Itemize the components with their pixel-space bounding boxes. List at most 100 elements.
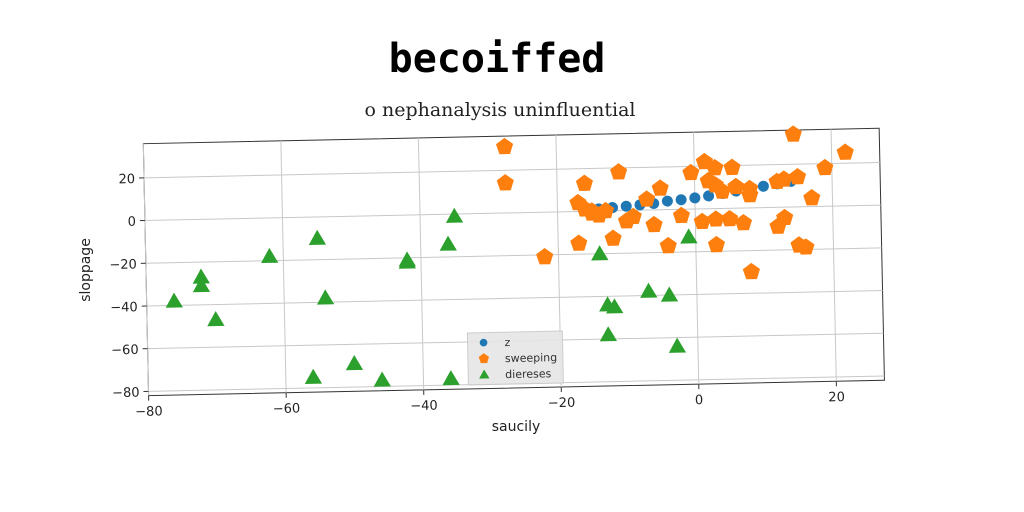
sweeping-point bbox=[496, 137, 514, 155]
x-grid-line bbox=[142, 143, 150, 396]
sweeping-point bbox=[672, 206, 690, 224]
chart-subtitle: o nephanalysis uninfluential bbox=[365, 99, 636, 121]
sweeping-point bbox=[741, 186, 759, 203]
diereses-point bbox=[165, 292, 183, 308]
sweeping-point bbox=[816, 158, 834, 176]
x-grid-line bbox=[280, 140, 287, 393]
diereses-point bbox=[591, 245, 609, 261]
sweeping-point bbox=[659, 236, 677, 254]
diereses-point bbox=[660, 286, 679, 302]
sweeping-point bbox=[604, 229, 622, 246]
series-sweeping bbox=[496, 125, 854, 280]
sweeping-point bbox=[707, 210, 725, 227]
legend-label: sweeping bbox=[505, 351, 558, 365]
y-tick-label: −60 bbox=[111, 343, 139, 359]
series-diereses bbox=[165, 207, 698, 387]
diereses-point bbox=[192, 268, 210, 284]
legend-marker-z bbox=[479, 338, 488, 347]
diereses-point bbox=[680, 228, 698, 244]
sweeping-point bbox=[569, 193, 587, 211]
series-layer bbox=[165, 125, 854, 387]
y-tick-label: −40 bbox=[110, 300, 138, 316]
sweeping-point bbox=[707, 235, 726, 253]
diereses-point bbox=[439, 235, 457, 251]
legend-marker-diereses bbox=[479, 369, 490, 379]
sweeping-point bbox=[583, 204, 601, 221]
sweeping-point bbox=[769, 217, 787, 234]
sweeping-point bbox=[693, 212, 711, 230]
sweeping-point bbox=[836, 143, 854, 160]
sweeping-point bbox=[789, 167, 807, 185]
diereses-point bbox=[316, 289, 335, 305]
chart-title: becoiffed bbox=[389, 36, 606, 82]
x-grid-line bbox=[417, 137, 425, 390]
x-tick-label: −60 bbox=[273, 401, 301, 417]
sweeping-point bbox=[706, 159, 724, 176]
z-point bbox=[757, 180, 769, 192]
sweeping-point bbox=[682, 163, 700, 181]
legend-label: diereses bbox=[505, 367, 552, 381]
z-point bbox=[675, 194, 687, 206]
diereses-point bbox=[373, 371, 391, 387]
diereses-point bbox=[308, 229, 327, 245]
x-tick-label: −80 bbox=[135, 404, 163, 420]
diereses-point bbox=[442, 370, 460, 386]
sweeping-point bbox=[645, 215, 663, 233]
legend-label: z bbox=[504, 336, 510, 349]
y-grid-line bbox=[144, 204, 881, 222]
axis-ticks: −80 −60 −40 −20 0 20 −80 −60 −40 −20 0 20 bbox=[109, 172, 845, 420]
diereses-point bbox=[599, 326, 618, 342]
diereses-point bbox=[606, 298, 624, 314]
diereses-point bbox=[640, 282, 658, 298]
sweeping-point bbox=[496, 174, 514, 191]
x-tick-label: −40 bbox=[410, 399, 438, 415]
sweeping-point bbox=[575, 174, 593, 191]
sweeping-point bbox=[803, 189, 821, 206]
y-grid-line bbox=[146, 290, 883, 307]
sweeping-point bbox=[651, 179, 669, 196]
diereses-point bbox=[668, 337, 687, 353]
sweeping-point bbox=[784, 125, 802, 142]
sweeping-point bbox=[713, 182, 731, 199]
diereses-point bbox=[304, 368, 323, 384]
x-grid-line bbox=[830, 129, 837, 382]
sweeping-point bbox=[624, 207, 642, 225]
sweeping-point bbox=[742, 262, 760, 280]
sweeping-point bbox=[721, 210, 739, 227]
x-tick-label: 0 bbox=[695, 393, 704, 408]
x-tick-label: −20 bbox=[548, 396, 576, 412]
sweeping-point bbox=[597, 201, 615, 219]
diereses-point bbox=[261, 247, 279, 264]
diereses-point bbox=[345, 355, 364, 371]
x-tick-label: 20 bbox=[828, 390, 845, 405]
sweeping-point bbox=[638, 190, 656, 207]
legend-marker-sweeping bbox=[478, 353, 489, 364]
sweeping-point bbox=[727, 177, 745, 195]
diereses-point bbox=[207, 311, 225, 327]
sweeping-point bbox=[610, 163, 628, 180]
y-tick-label: −20 bbox=[109, 257, 137, 273]
x-axis-label: saucily bbox=[492, 419, 541, 435]
y-tick-label: −80 bbox=[112, 386, 140, 402]
y-tick-label: 0 bbox=[128, 215, 137, 230]
legend-box bbox=[466, 330, 564, 386]
sweeping-point bbox=[734, 213, 753, 231]
y-tick-label: 20 bbox=[118, 172, 135, 187]
z-point bbox=[689, 192, 701, 204]
y-grid-line bbox=[144, 161, 880, 179]
sweeping-point bbox=[570, 234, 588, 251]
plot-area: −80 −60 −40 −20 0 20 −80 −60 −40 −20 0 20 z sweeping… bbox=[109, 125, 885, 420]
diereses-point bbox=[445, 207, 464, 223]
sweeping-point bbox=[797, 238, 815, 255]
z-point bbox=[661, 195, 673, 207]
sweeping-point bbox=[723, 158, 741, 176]
legend: z sweeping diereses bbox=[466, 330, 564, 386]
z-point bbox=[620, 200, 632, 212]
z-point bbox=[703, 190, 715, 202]
diereses-point bbox=[192, 277, 211, 293]
y-axis-label: sloppage bbox=[78, 238, 94, 302]
diereses-point bbox=[398, 253, 416, 269]
sweeping-point bbox=[536, 248, 554, 265]
sweeping-point bbox=[768, 172, 786, 190]
